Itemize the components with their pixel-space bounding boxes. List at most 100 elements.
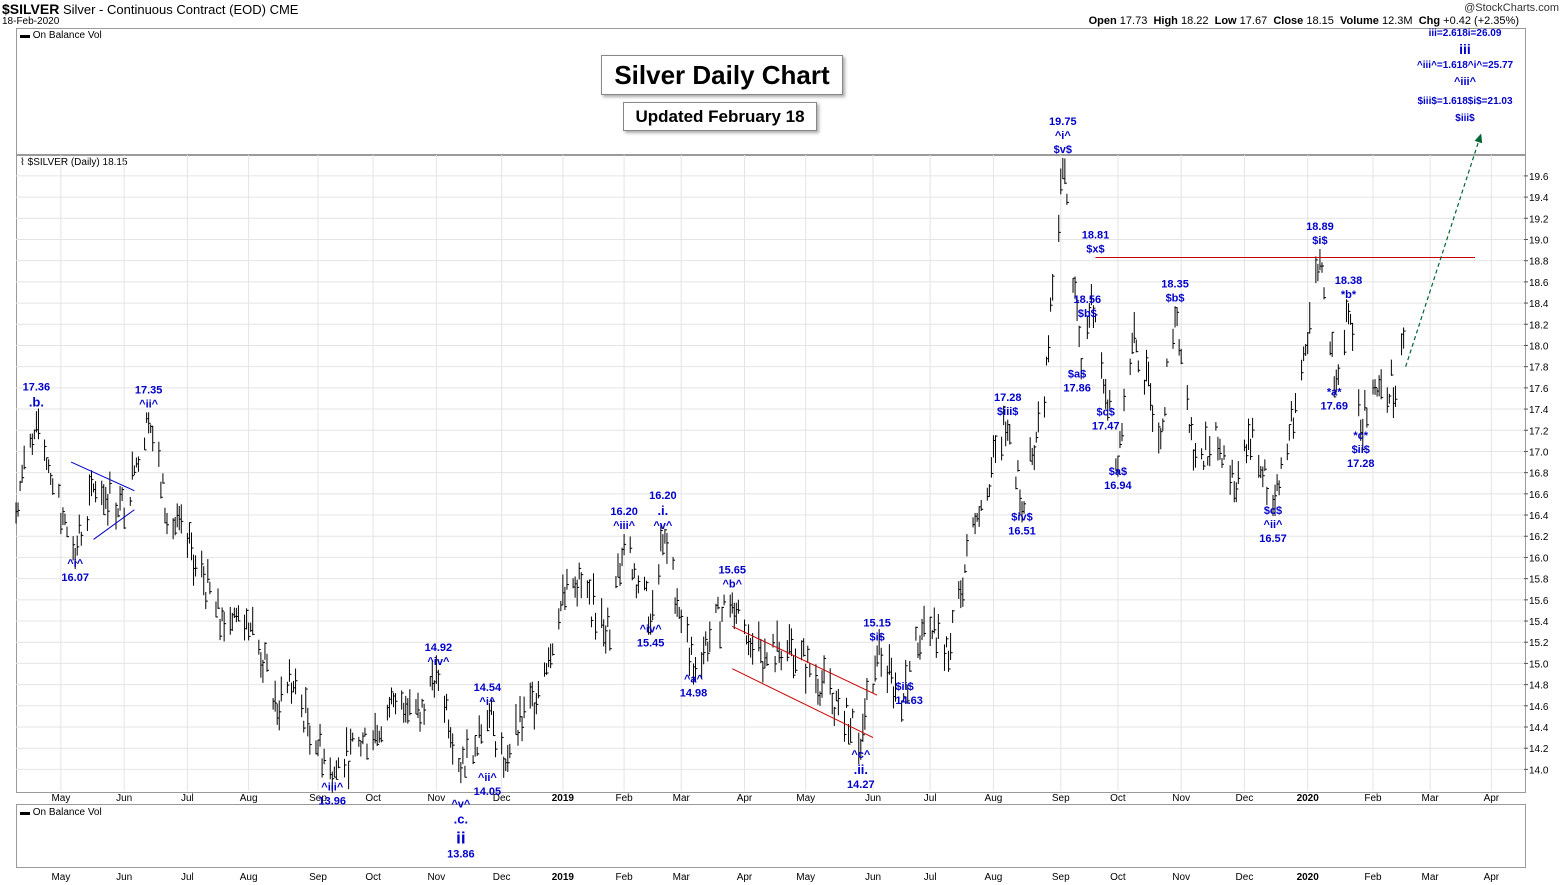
wave-label: 14.05 <box>474 786 502 798</box>
channel-upper-line <box>732 625 878 696</box>
x-tick-label-bottom: May <box>796 872 815 883</box>
wave-label: *a* <box>1327 386 1342 398</box>
wave-label: 14.92 <box>425 642 453 654</box>
wave-label: ^iv^ <box>427 656 450 668</box>
y-tick-label: 14.6 <box>1529 702 1549 713</box>
target-label: ^iii^ <box>1454 76 1477 88</box>
wave-label: ^v^ <box>451 799 471 811</box>
wave-label: 15.65 <box>718 565 746 577</box>
x-tick-label: Jul <box>924 793 937 804</box>
x-tick-label-bottom: Aug <box>985 872 1003 883</box>
wave-label: $i$ <box>869 632 884 644</box>
x-tick-label: Dec <box>493 793 511 804</box>
exchange: CME <box>269 2 299 17</box>
x-tick-label: Feb <box>615 793 633 804</box>
open-label: Open <box>1088 15 1117 27</box>
wave-label: 16.20 <box>649 490 677 502</box>
top-obv-label: ▬ On Balance Vol <box>20 30 102 41</box>
wave-label: ^a^ <box>684 674 704 686</box>
wave-label: $iii$ <box>997 406 1018 418</box>
x-tick-label-bottom: Nov <box>1172 872 1190 883</box>
wave-label: 15.45 <box>637 638 665 650</box>
x-tick-label-bottom: Nov <box>427 872 445 883</box>
y-tick-label: 19.4 <box>1529 193 1549 204</box>
wave-label: $b$ <box>1078 308 1097 320</box>
y-tick-label: 14.0 <box>1529 765 1549 776</box>
wave-label: 18.81 <box>1082 230 1110 242</box>
x-tick-label-bottom: Sep <box>309 872 327 883</box>
y-tick-label: 19.2 <box>1529 214 1549 225</box>
chg-label: Chg <box>1418 15 1441 27</box>
y-tick-label: 14.2 <box>1529 744 1549 755</box>
y-tick-label: 15.6 <box>1529 596 1549 607</box>
low-value: 17.67 <box>1239 15 1268 27</box>
bottom-obv-label: ▬ On Balance Vol <box>20 807 102 818</box>
y-tick-label: 17.6 <box>1529 384 1549 395</box>
x-tick-label-bottom: Jun <box>116 872 132 883</box>
x-tick-label-bottom: Oct <box>365 872 381 883</box>
ohlc-readout: Open 17.73 High 18.22 Low 17.67 Close 18… <box>1089 15 1519 27</box>
wave-label: ^ii^ <box>478 772 498 784</box>
wave-label: $i$ <box>1312 235 1327 247</box>
wave-label: ^i^ <box>479 696 495 708</box>
y-tick-label: 18.2 <box>1529 320 1549 331</box>
y-tick-label: 15.2 <box>1529 638 1549 649</box>
wave-label: .ii. <box>854 762 868 777</box>
target-label: $iii$ <box>1455 113 1475 124</box>
wave-label: $a$ <box>1109 466 1127 478</box>
wave-label: 18.35 <box>1161 278 1189 290</box>
wave-label: ^v^ <box>653 520 673 532</box>
wave-label: 16.57 <box>1259 533 1287 545</box>
x-tick-label: Nov <box>427 793 445 804</box>
triangle-lower-line <box>93 509 135 540</box>
x-tick-label: Oct <box>365 793 381 804</box>
x-tick-label: Jun <box>116 793 132 804</box>
wave-label: 13.86 <box>447 849 475 861</box>
wave-label: ^ii^ <box>1264 519 1284 531</box>
x-tick-label: Jul <box>181 793 194 804</box>
symbol-header: $SILVER Silver - Continuous Contract (EO… <box>2 1 298 17</box>
wave-label: $c$ <box>1096 406 1114 418</box>
wave-label: ^ii^ <box>139 398 159 410</box>
wave-label: $ii$ <box>1352 444 1370 456</box>
price-panel-label: ⌇ $SILVER (Daily) 18.15 <box>20 157 128 168</box>
x-tick-label: Mar <box>1422 793 1440 804</box>
wave-label: 16.07 <box>61 572 89 584</box>
wave-label: 18.56 <box>1074 294 1102 306</box>
y-tick-label: 18.0 <box>1529 341 1549 352</box>
x-tick-label: Mar <box>673 793 691 804</box>
y-tick-label: 15.0 <box>1529 659 1549 670</box>
y-tick-label: 14.4 <box>1529 723 1549 734</box>
x-tick-label-bottom: Jun <box>865 872 881 883</box>
wave-label: *c* <box>1353 430 1368 442</box>
wave-label: $a$ <box>1068 368 1086 380</box>
y-tick-label: 17.0 <box>1529 447 1549 458</box>
x-tick-label-bottom: Jul <box>924 872 937 883</box>
x-tick-label: 2020 <box>1297 793 1320 804</box>
wave-label: ^iii^ <box>321 782 344 794</box>
y-tick-label: 16.2 <box>1529 532 1549 543</box>
x-tick-label: Apr <box>737 793 753 804</box>
low-label: Low <box>1214 15 1237 27</box>
x-tick-label-bottom: Mar <box>673 872 691 883</box>
x-tick-label: Aug <box>985 793 1003 804</box>
x-tick-label: Apr <box>1484 793 1500 804</box>
open-value: 17.73 <box>1119 15 1148 27</box>
y-tick-label: 18.6 <box>1529 278 1549 289</box>
y-tick-label: 18.8 <box>1529 257 1549 268</box>
y-tick-label: 16.8 <box>1529 469 1549 480</box>
target-label: ^iii^=1.618^i^=25.77 <box>1417 60 1514 71</box>
wave-label: ii <box>456 829 465 848</box>
x-tick-label: May <box>796 793 815 804</box>
wave-label: 17.28 <box>994 392 1022 404</box>
y-tick-label: 17.2 <box>1529 426 1549 437</box>
x-tick-label-bottom: Jul <box>181 872 194 883</box>
triangle-upper-line <box>70 461 135 492</box>
wave-label: $c$ <box>1264 505 1282 517</box>
wave-label: *b* <box>1341 289 1357 301</box>
wave-label: 14.27 <box>847 779 875 791</box>
wave-label: 19.75 <box>1049 116 1077 128</box>
wave-label: $iv$ <box>1011 511 1032 523</box>
x-tick-label: Dec <box>1236 793 1254 804</box>
wave-label: 15.15 <box>863 618 891 630</box>
